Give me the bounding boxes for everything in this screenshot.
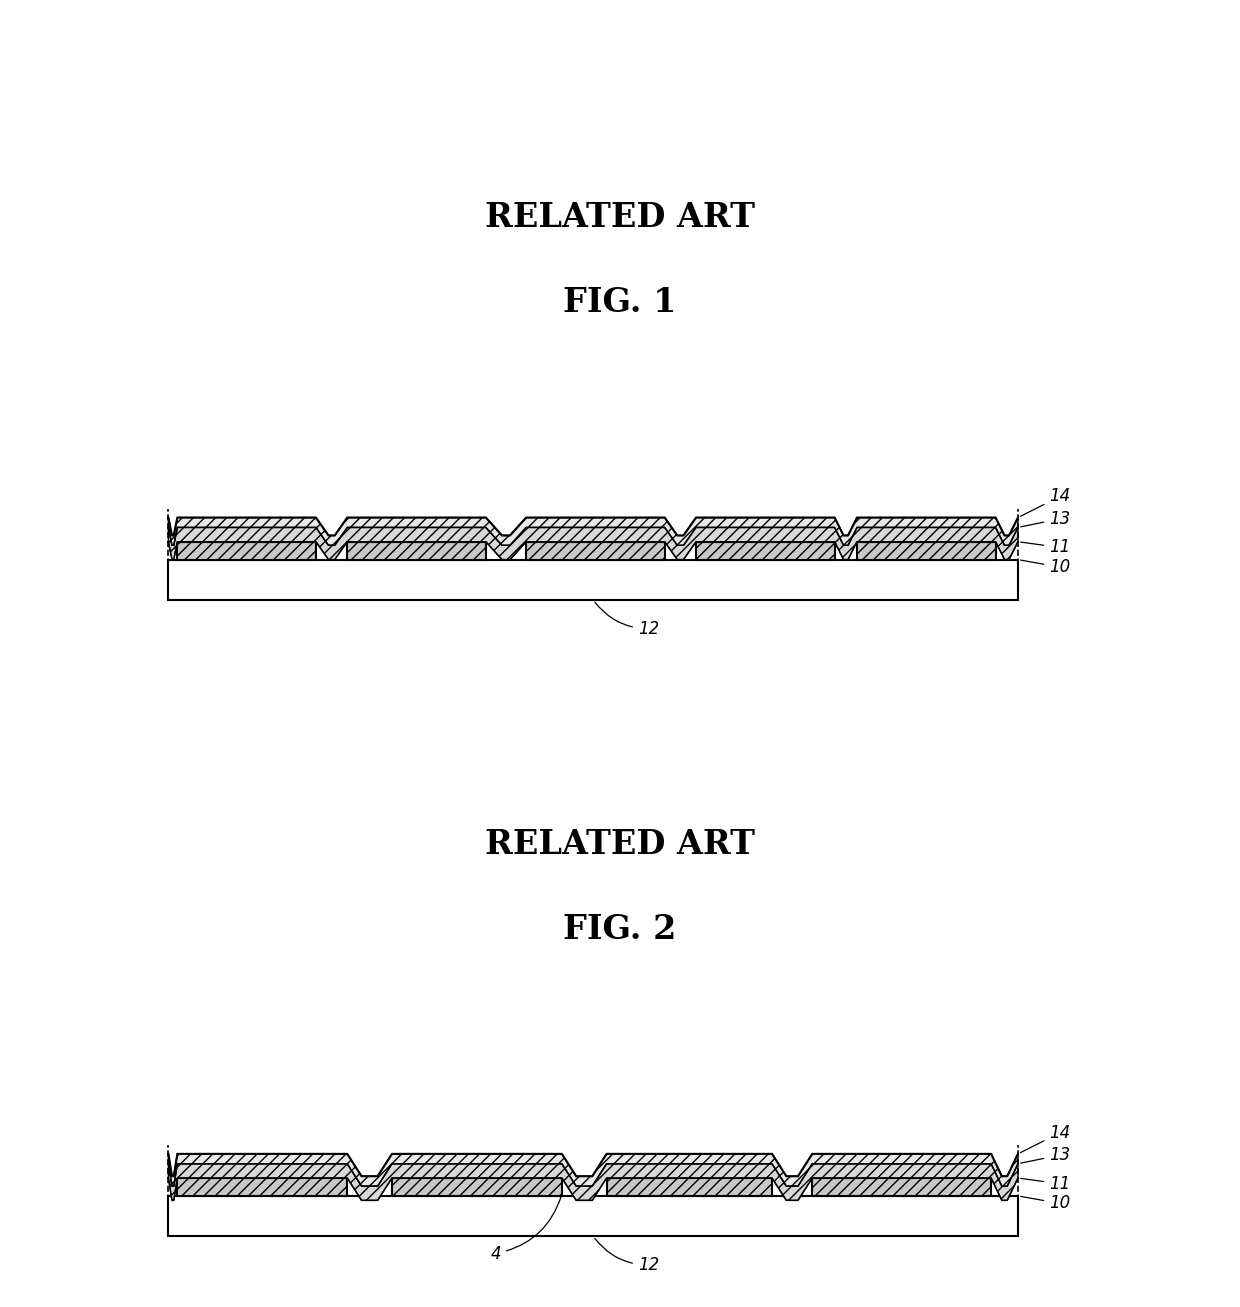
Bar [177, 541, 316, 559]
Text: 14: 14 [1021, 1124, 1070, 1153]
Text: RELATED ART: RELATED ART [485, 201, 755, 234]
Text: 14: 14 [1021, 488, 1070, 516]
Text: 11: 11 [1021, 1175, 1070, 1193]
Text: FIG. 2: FIG. 2 [563, 914, 677, 946]
Polygon shape [169, 518, 1018, 545]
Polygon shape [169, 528, 1018, 559]
Bar [392, 1178, 562, 1196]
Bar [526, 541, 665, 559]
Text: 13: 13 [1021, 510, 1070, 528]
Text: 11: 11 [1021, 538, 1070, 557]
Bar [812, 1178, 991, 1196]
Text: 10: 10 [1021, 558, 1070, 576]
Text: RELATED ART: RELATED ART [485, 829, 755, 861]
Text: 10: 10 [1021, 1195, 1070, 1213]
Bar [347, 541, 486, 559]
Bar [169, 1196, 1018, 1236]
Text: 12: 12 [595, 603, 660, 638]
Bar [857, 541, 996, 559]
Text: 12: 12 [595, 1238, 660, 1274]
Text: 13: 13 [1021, 1146, 1070, 1165]
Bar [696, 541, 835, 559]
Text: 4: 4 [490, 1197, 560, 1263]
Bar [177, 1178, 347, 1196]
Polygon shape [169, 1163, 1018, 1200]
Bar [606, 1178, 773, 1196]
Polygon shape [169, 1154, 1018, 1185]
Text: FIG. 1: FIG. 1 [563, 286, 677, 319]
Bar [169, 559, 1018, 600]
